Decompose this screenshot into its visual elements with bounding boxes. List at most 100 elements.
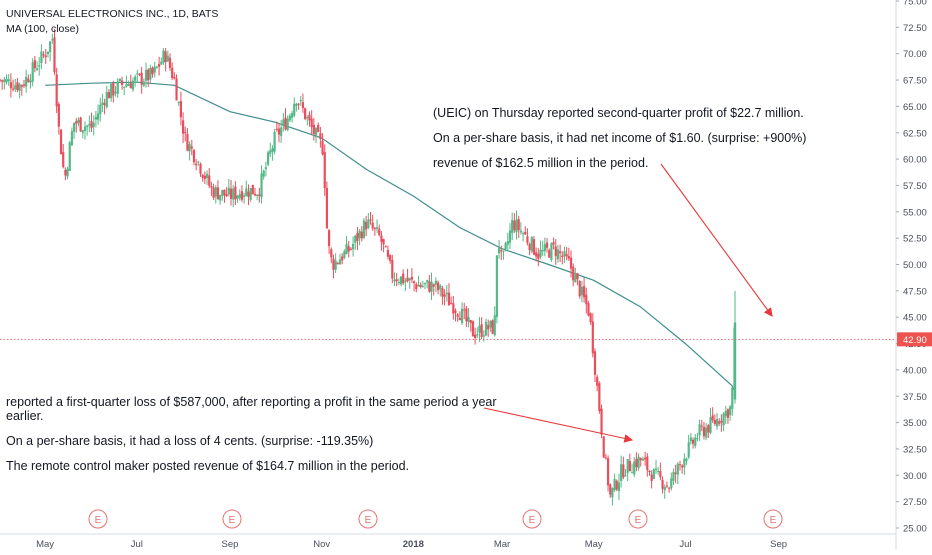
candle <box>20 85 23 87</box>
candle <box>528 243 531 251</box>
candle <box>155 66 159 68</box>
candle <box>667 487 671 489</box>
candle <box>469 320 472 323</box>
candle <box>341 256 344 261</box>
candle <box>347 246 350 252</box>
candle <box>620 464 623 481</box>
candle <box>277 128 281 135</box>
candle <box>304 108 307 120</box>
candle <box>593 351 597 375</box>
candle <box>223 189 226 196</box>
candle <box>367 219 370 228</box>
candle <box>543 244 546 252</box>
candle <box>190 146 193 149</box>
candle <box>210 186 213 188</box>
candle <box>565 254 568 257</box>
candle <box>288 115 291 121</box>
candle <box>44 55 47 58</box>
candle <box>460 308 464 323</box>
candle <box>286 118 289 130</box>
ma-line <box>45 81 736 392</box>
y-tick-label: 40.00 <box>903 365 927 376</box>
candle <box>151 67 154 75</box>
candle <box>500 250 503 252</box>
candle <box>245 188 248 196</box>
candle <box>266 152 270 165</box>
candle <box>256 194 259 196</box>
candle <box>399 276 403 285</box>
candle <box>323 152 326 189</box>
candle <box>681 465 684 468</box>
candle <box>25 76 28 87</box>
candle <box>234 186 237 200</box>
candle <box>55 74 58 107</box>
candle <box>138 73 141 75</box>
candle <box>354 235 357 243</box>
candle <box>105 92 108 108</box>
candle <box>68 142 71 171</box>
candle <box>205 173 209 178</box>
candle <box>733 322 737 400</box>
earnings-marker <box>222 509 242 529</box>
candle <box>295 103 298 106</box>
candle <box>214 187 217 197</box>
candle <box>537 253 540 259</box>
candle <box>192 150 196 163</box>
candle <box>118 78 121 82</box>
candle <box>454 310 457 313</box>
candle <box>147 69 150 81</box>
candle <box>81 130 84 133</box>
candle <box>83 126 87 131</box>
candle <box>465 308 468 322</box>
candle <box>249 188 252 201</box>
candle <box>526 236 529 243</box>
x-tick-label: Jul <box>131 539 143 550</box>
candle <box>497 247 501 254</box>
candle <box>330 249 333 258</box>
candle <box>131 80 135 90</box>
candle <box>696 438 699 440</box>
candle <box>14 85 17 90</box>
candle <box>648 470 651 472</box>
candle <box>384 246 387 248</box>
candle <box>3 79 6 83</box>
candle <box>443 294 446 297</box>
earnings-marker <box>763 509 783 529</box>
candle <box>356 232 359 241</box>
candle <box>705 427 708 438</box>
candle <box>236 195 239 199</box>
candle <box>203 175 206 180</box>
x-tick-label: May <box>36 539 54 550</box>
candle <box>609 484 612 495</box>
earnings-marker-label: E <box>365 515 372 526</box>
candle <box>373 227 376 229</box>
candle <box>171 67 174 79</box>
candle <box>450 302 453 304</box>
candle <box>199 163 202 174</box>
candle <box>447 292 451 306</box>
annotation-line: reported a first-quarter loss of $587,00… <box>6 395 497 423</box>
candle <box>436 282 440 291</box>
y-tick-label: 55.00 <box>903 207 927 218</box>
candle <box>31 62 34 82</box>
candle <box>321 140 324 155</box>
candle <box>149 67 152 80</box>
candle <box>369 219 372 221</box>
candle <box>582 286 586 298</box>
candle <box>491 320 494 334</box>
candle <box>312 124 315 134</box>
candle <box>391 260 394 279</box>
annotation-arrows <box>483 163 773 443</box>
candle <box>495 255 499 318</box>
candle <box>114 91 117 93</box>
candle <box>504 243 507 250</box>
candle <box>345 243 348 254</box>
candle <box>487 325 490 330</box>
candle <box>683 458 686 468</box>
y-tick-label: 62.50 <box>903 128 927 139</box>
candle <box>120 80 124 86</box>
candle <box>554 246 557 257</box>
y-tick-label: 50.00 <box>903 260 927 271</box>
